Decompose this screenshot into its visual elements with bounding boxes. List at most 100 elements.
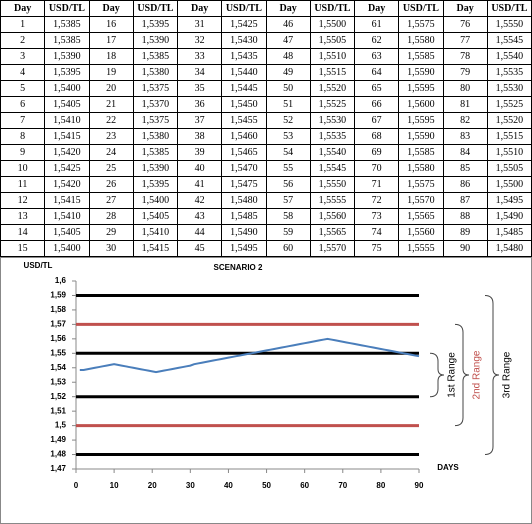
- table-cell: 1,5575: [398, 16, 444, 33]
- table-cell: 1,5545: [309, 160, 356, 177]
- table-cell: 1,5425: [44, 160, 90, 177]
- table-cell: 38: [176, 128, 223, 145]
- table-cell: 36: [176, 96, 223, 113]
- table-row: 4 1,5395 19 1,5380 34 1,5440 49 1,5515 64 1,5590 7…: [0, 64, 532, 81]
- table-row: 3 1,5390 18 1,5385 33 1,5435 48 1,5510 63 1,5585 7…: [0, 48, 532, 65]
- table-cell: 1,5470: [221, 160, 267, 177]
- table-cell: 76: [442, 16, 488, 33]
- table-cell: 1,5530: [309, 112, 356, 129]
- data-line: [79, 337, 420, 374]
- table-cell: 78: [442, 48, 488, 65]
- table-cell: 35: [176, 80, 223, 97]
- table-cell: 28: [88, 208, 134, 225]
- table-cell: 23: [88, 128, 134, 145]
- range-label: 1st Range: [447, 352, 458, 398]
- table-cell: 54: [265, 144, 311, 161]
- table-cell: 11: [0, 176, 46, 193]
- table-cell: 14: [0, 224, 46, 241]
- table-cell: 1,5495: [221, 240, 267, 257]
- header-cell: USD/TL: [309, 0, 356, 17]
- data-table: Day USD/TL Day USD/TL Day USD/TL Day USD/TL Day U…: [0, 0, 532, 257]
- table-cell: 21: [88, 96, 134, 113]
- y-tick-label: 1,57: [50, 319, 66, 328]
- y-tick-label: 1,53: [50, 377, 66, 386]
- table-cell: 88: [442, 208, 488, 225]
- table-cell: 74: [353, 224, 400, 241]
- table-cell: 1,5460: [221, 128, 267, 145]
- header-cell: Day: [176, 0, 223, 17]
- table-cell: 7: [0, 112, 46, 129]
- table-cell: 1,5580: [398, 160, 444, 177]
- x-tick-label: 0: [74, 481, 79, 490]
- table-cell: 1,5510: [309, 48, 356, 65]
- table-cell: 25: [88, 160, 134, 177]
- x-tick-label: 90: [415, 481, 424, 490]
- y-axis-label: USD/TL: [24, 261, 53, 270]
- table-cell: 1,5485: [486, 224, 532, 241]
- table-cell: 2: [0, 32, 46, 49]
- table-cell: 1,5430: [221, 32, 267, 49]
- table-cell: 1,5485: [221, 208, 267, 225]
- table-cell: 1,5385: [44, 32, 90, 49]
- table-cell: 1,5405: [44, 224, 90, 241]
- table-cell: 22: [88, 112, 134, 129]
- table-cell: 1,5480: [486, 240, 532, 257]
- x-tick-label: 70: [338, 481, 347, 490]
- table-cell: 1,5550: [486, 16, 532, 33]
- table-row: 11 1,5420 26 1,5395 41 1,5475 56 1,5550 71 1,5575…: [0, 176, 532, 193]
- table-cell: 1,5400: [132, 192, 179, 209]
- table-cell: 19: [88, 64, 134, 81]
- table-cell: 13: [0, 208, 46, 225]
- table-cell: 49: [265, 64, 311, 81]
- table-cell: 1,5490: [221, 224, 267, 241]
- table-cell: 79: [442, 64, 488, 81]
- table-row: 12 1,5415 27 1,5400 42 1,5480 57 1,5555 72 1,5570…: [0, 192, 532, 209]
- table-cell: 37: [176, 112, 223, 129]
- y-tick-label: 1,6: [55, 276, 67, 285]
- table-cell: 40: [176, 160, 223, 177]
- table-cell: 60: [265, 240, 311, 257]
- header-cell: USD/TL: [398, 0, 444, 17]
- header-row: Day USD/TL Day USD/TL Day USD/TL Day USD/TL Day U…: [0, 0, 532, 17]
- table-cell: 33: [176, 48, 223, 65]
- table-cell: 1,5380: [132, 64, 179, 81]
- table-cell: 73: [353, 208, 400, 225]
- chart-frame: [0, 257, 532, 524]
- table-cell: 1,5570: [398, 192, 444, 209]
- table-cell: 1,5505: [309, 32, 356, 49]
- table-cell: 1,5585: [398, 48, 444, 65]
- table-cell: 39: [176, 144, 223, 161]
- table-cell: 1,5500: [309, 16, 356, 33]
- table-cell: 1,5475: [221, 176, 267, 193]
- table-cell: 1,5540: [309, 144, 356, 161]
- table-row: 2 1,5385 17 1,5390 32 1,5430 47 1,5505 62 1,5580 7…: [0, 32, 532, 49]
- table-cell: 1,5555: [309, 192, 356, 209]
- table-cell: 1,5555: [398, 240, 444, 257]
- table-cell: 1,5415: [132, 240, 179, 257]
- table-cell: 1,5525: [309, 96, 356, 113]
- table-cell: 59: [265, 224, 311, 241]
- table-cell: 16: [88, 16, 134, 33]
- table-cell: 24: [88, 144, 134, 161]
- table-cell: 1,5380: [132, 128, 179, 145]
- table-cell: 1: [0, 16, 46, 33]
- y-tick-label: 1,59: [50, 291, 66, 300]
- table-cell: 1,5420: [44, 176, 90, 193]
- x-tick-label: 40: [224, 481, 233, 490]
- header-cell: USD/TL: [221, 0, 267, 17]
- table-cell: 1,5540: [486, 48, 532, 65]
- x-tick-label: 60: [300, 481, 309, 490]
- table-cell: 67: [353, 112, 400, 129]
- table-cell: 1,5425: [221, 16, 267, 33]
- chart-title: SCENARIO 2: [214, 263, 263, 272]
- table-cell: 57: [265, 192, 311, 209]
- table-cell: 48: [265, 48, 311, 65]
- table-cell: 18: [88, 48, 134, 65]
- table-cell: 87: [442, 192, 488, 209]
- table-cell: 1,5595: [398, 112, 444, 129]
- x-tick-label: 80: [376, 481, 385, 490]
- header-cell: USD/TL: [486, 0, 532, 17]
- table-cell: 46: [265, 16, 311, 33]
- table-cell: 31: [176, 16, 223, 33]
- table-cell: 1,5410: [132, 224, 179, 241]
